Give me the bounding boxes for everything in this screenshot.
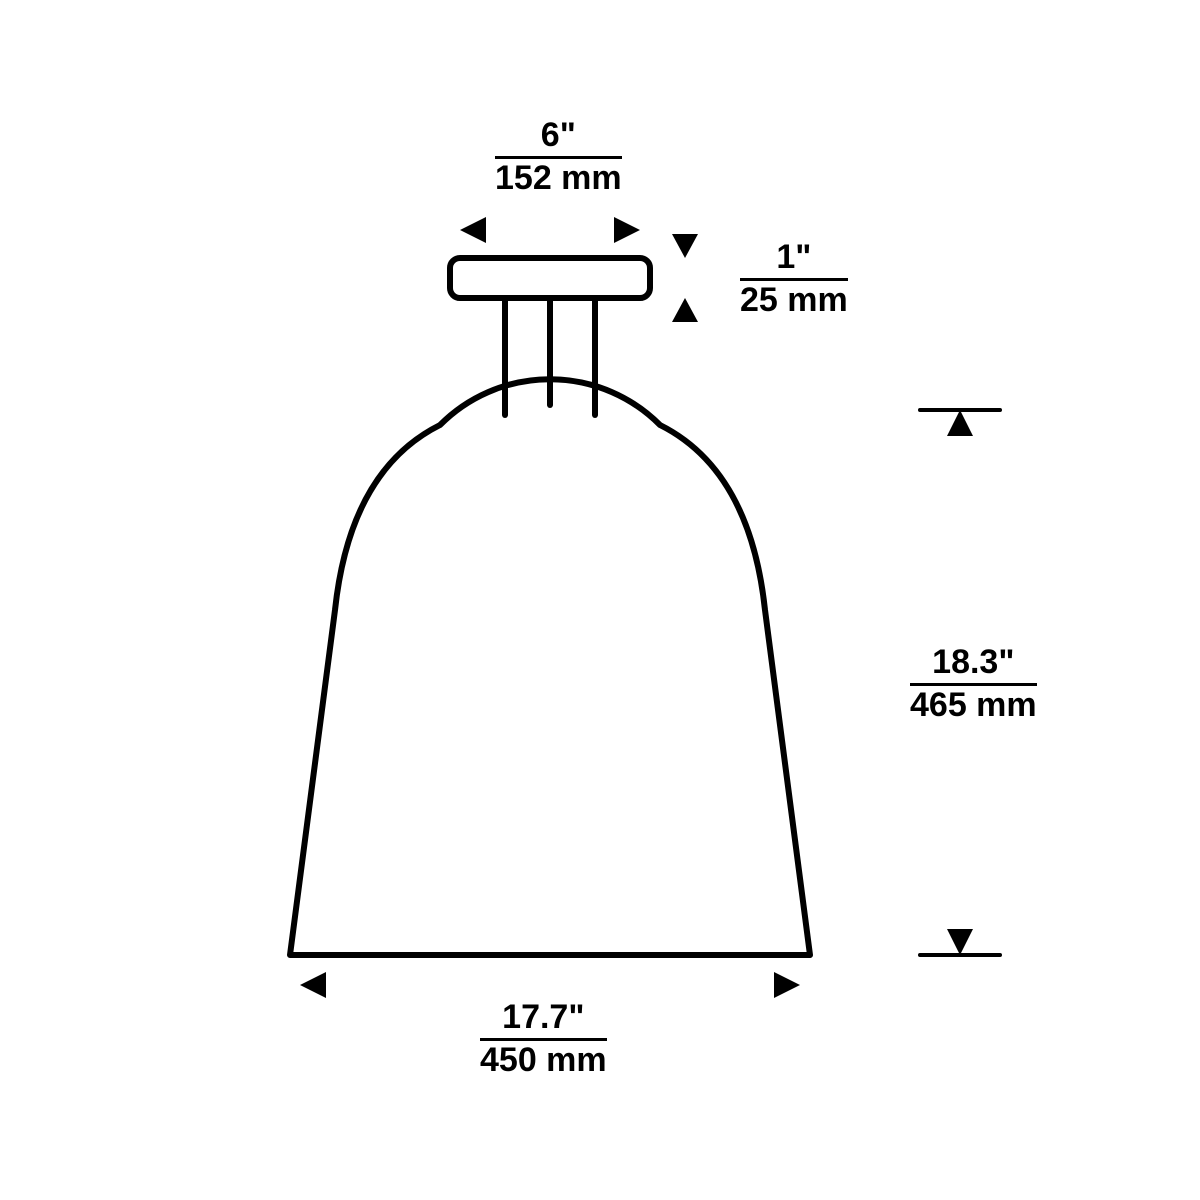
dim-top-width-label: 6" 152 mm <box>495 118 622 196</box>
dim-canopy-height-label: 1" 25 mm <box>740 240 848 318</box>
shade-outline <box>290 379 810 955</box>
dim-shade-height-label: 18.3" 465 mm <box>910 645 1037 723</box>
dim-top-width-mm: 152 mm <box>495 159 622 197</box>
dim-bottom-width-inches: 17.7" <box>480 1000 607 1041</box>
dim-top-width-inches: 6" <box>495 118 622 159</box>
technical-drawing: 6" 152 mm 1" 25 mm 18.3" 465 mm 17.7" 45… <box>0 0 1200 1200</box>
dim-canopy-height-inches: 1" <box>740 240 848 281</box>
dim-bottom-width-label: 17.7" 450 mm <box>480 1000 607 1078</box>
dim-shade-height-mm: 465 mm <box>910 686 1037 724</box>
dim-canopy-height-mm: 25 mm <box>740 281 848 319</box>
dim-shade-height-inches: 18.3" <box>910 645 1037 686</box>
dim-bottom-width-mm: 450 mm <box>480 1041 607 1079</box>
dim-bottom-width-arrows <box>300 972 800 998</box>
dim-canopy-height-arrows <box>672 234 698 322</box>
canopy <box>450 258 650 298</box>
dim-top-width-arrows <box>460 217 640 243</box>
